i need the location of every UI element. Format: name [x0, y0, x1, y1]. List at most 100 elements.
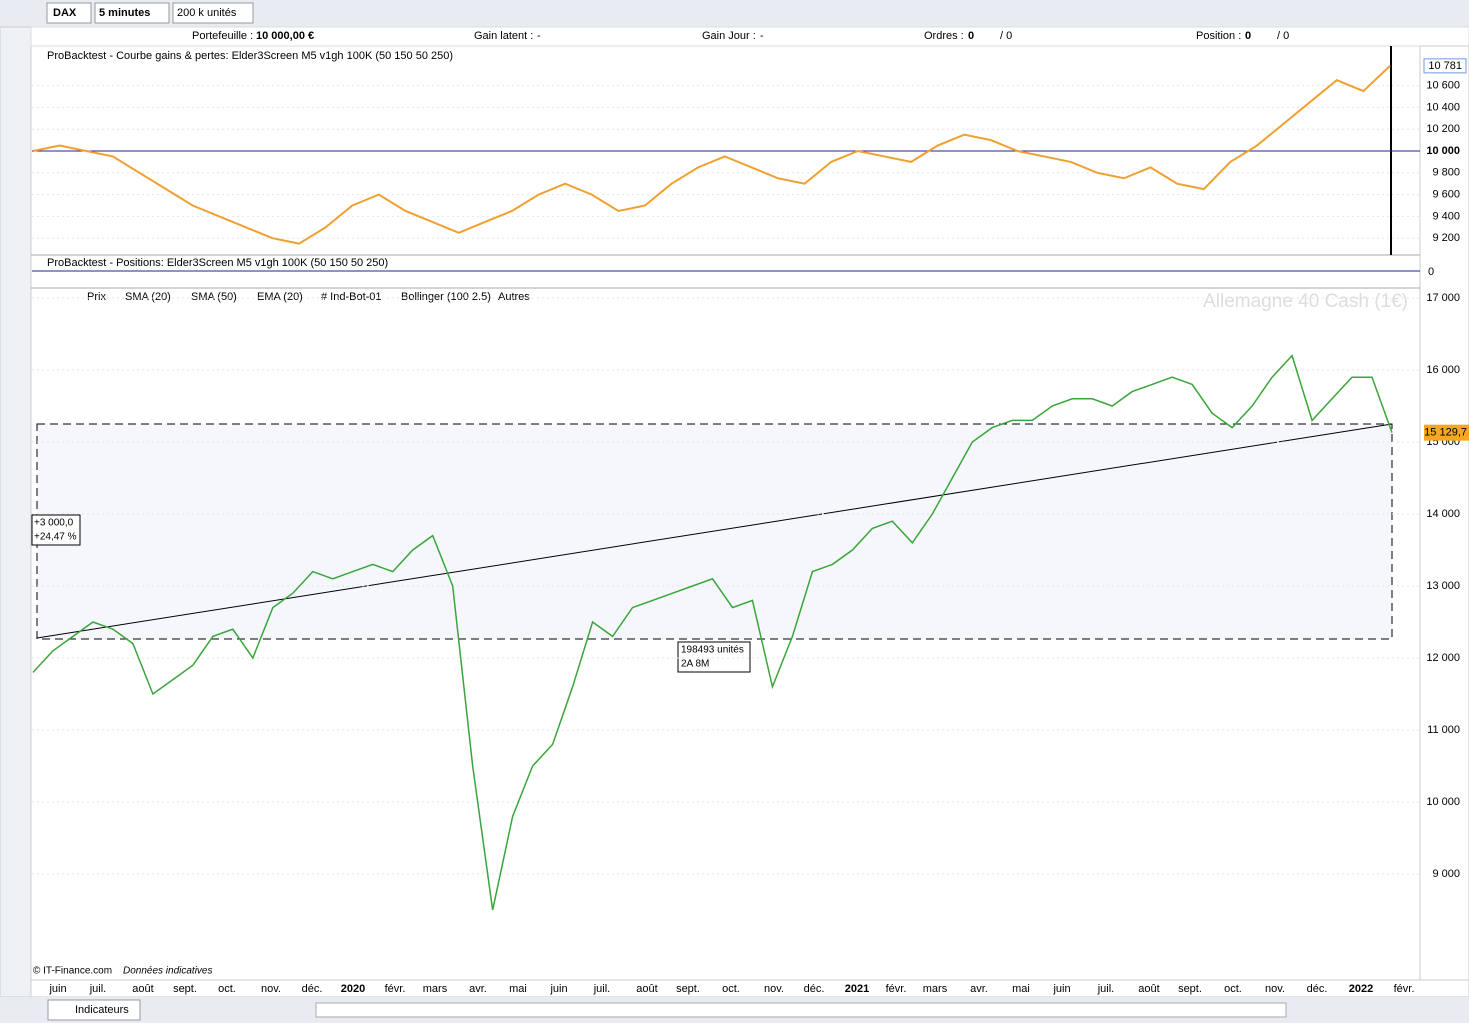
y-tick-label: 9 800: [1432, 167, 1460, 179]
label: Portefeuille :: [192, 30, 253, 42]
legend-item[interactable]: Prix: [87, 291, 106, 303]
x-tick-label: avr.: [970, 983, 988, 995]
panel-title: ProBacktest - Positions: Elder3Screen M5…: [47, 257, 388, 269]
x-tick-label: août: [1138, 983, 1159, 995]
axis-label: 0: [1428, 266, 1434, 278]
legend-item[interactable]: # Ind-Bot-01: [321, 291, 382, 303]
trend-line: [36, 423, 1393, 639]
value: 10 000,00 €: [256, 30, 314, 42]
gain-box: [31, 514, 81, 546]
y-tick-label: 17 000: [1426, 292, 1460, 304]
value: / 0: [1000, 30, 1012, 42]
x-tick-label: août: [132, 983, 153, 995]
x-tick-label: juil.: [89, 983, 107, 995]
x-tick-label: déc.: [302, 983, 323, 995]
y-tick-label: 9 600: [1432, 189, 1460, 201]
x-tick-label: sept.: [1178, 983, 1202, 995]
units-select[interactable]: [172, 2, 254, 24]
legend-item[interactable]: SMA (20): [125, 291, 171, 303]
x-tick-label: oct.: [218, 983, 236, 995]
x-tick-label: févr.: [385, 983, 406, 995]
size-units: 198493 unités: [681, 645, 744, 656]
price-axis: [1419, 45, 1469, 982]
y-tick-label: 9 200: [1432, 232, 1460, 244]
indicators-label: Indicateurs: [75, 1004, 129, 1016]
label: Gain latent :: [474, 30, 533, 42]
info-bar: [30, 26, 1469, 47]
x-tick-label: nov.: [1265, 983, 1285, 995]
x-tick-label: déc.: [1307, 983, 1328, 995]
value: 0: [1245, 30, 1251, 42]
y-tick-label: 10 200: [1426, 123, 1460, 135]
last-value-box: [1423, 58, 1467, 74]
legend-item[interactable]: SMA (50): [191, 291, 237, 303]
x-tick-label: juil.: [593, 983, 611, 995]
y-tick-label: 12 000: [1426, 652, 1460, 664]
legend-item[interactable]: Autres: [498, 291, 530, 303]
equity-curve: [32, 65, 1391, 245]
x-tick-label: févr.: [1394, 983, 1415, 995]
legend-item[interactable]: Bollinger (100 2.5): [401, 291, 491, 303]
instrument: DAX: [53, 7, 77, 19]
x-tick-label: mai: [1012, 983, 1030, 995]
x-tick-label: 2021: [845, 983, 869, 995]
x-tick-label: juin: [48, 983, 66, 995]
left-toolbar: [0, 26, 32, 998]
last-value: 10 781: [1428, 60, 1462, 72]
x-tick-label: 2020: [341, 983, 365, 995]
x-tick-label: févr.: [886, 983, 907, 995]
x-tick-label: sept.: [173, 983, 197, 995]
y-tick-label: 9 000: [1432, 868, 1460, 880]
legend-item[interactable]: EMA (20): [257, 291, 303, 303]
x-tick-label: sept.: [676, 983, 700, 995]
interval: 5 minutes: [99, 7, 150, 19]
indicators-button[interactable]: [47, 999, 141, 1021]
x-tick-label: juil.: [1097, 983, 1115, 995]
y-tick-label: 16 000: [1426, 364, 1460, 376]
label: Position :: [1196, 30, 1241, 42]
panel-title: ProBacktest - Courbe gains & pertes: Eld…: [47, 50, 453, 62]
watermark: Allemagne 40 Cash (1€): [1203, 291, 1408, 312]
x-tick-label: août: [636, 983, 657, 995]
scrollbar[interactable]: [315, 1002, 1287, 1018]
x-tick-label: déc.: [804, 983, 825, 995]
gain-percent: +24,47 %: [34, 532, 77, 543]
value: / 0: [1277, 30, 1289, 42]
y-tick-label: 10 600: [1426, 80, 1460, 92]
x-tick-label: mars: [423, 983, 448, 995]
label: Ordres :: [924, 30, 964, 42]
x-tick-label: oct.: [722, 983, 740, 995]
last-price-box: [1424, 424, 1469, 441]
x-tick-label: juin: [549, 983, 567, 995]
x-tick-label: nov.: [261, 983, 281, 995]
note: Données indicatives: [123, 966, 213, 977]
x-tick-label: nov.: [764, 983, 784, 995]
value: -: [760, 30, 764, 42]
x-tick-label: juin: [1052, 983, 1070, 995]
last-price: 15 129,7: [1424, 427, 1467, 439]
y-tick-label: 13 000: [1426, 580, 1460, 592]
size-box: [677, 641, 751, 673]
x-tick-label: avr.: [469, 983, 487, 995]
x-tick-label: mai: [509, 983, 527, 995]
y-tick-label: 10 400: [1426, 101, 1460, 113]
label: Gain Jour :: [702, 30, 756, 42]
price-line: [32, 354, 1393, 911]
y-tick-label: 9 400: [1432, 210, 1460, 222]
units: 200 k unités: [177, 7, 237, 19]
value: 0: [968, 30, 974, 42]
duration: 2A 8M: [681, 659, 709, 670]
x-tick-label: oct.: [1224, 983, 1242, 995]
gain-amount: +3 000,0: [34, 518, 74, 529]
copyright: © IT-Finance.com: [33, 966, 112, 977]
y-tick-label: 11 000: [1427, 724, 1460, 736]
x-tick-label: mars: [923, 983, 948, 995]
y-tick-label: 10 000: [1426, 145, 1460, 157]
time-axis: [30, 979, 1469, 998]
instrument-select[interactable]: [46, 2, 92, 24]
value: -: [537, 30, 541, 42]
interval-select[interactable]: [94, 2, 170, 24]
y-tick-label: 10 000: [1426, 796, 1460, 808]
y-tick-label: 14 000: [1426, 508, 1460, 520]
